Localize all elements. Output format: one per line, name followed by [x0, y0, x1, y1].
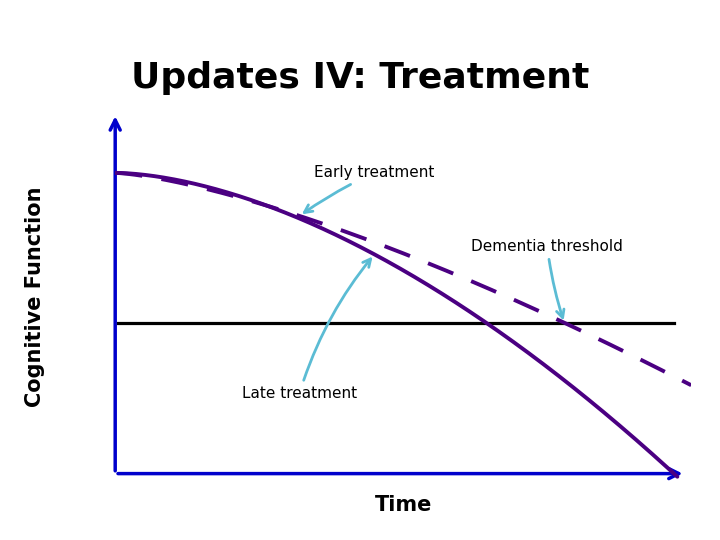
Text: Late treatment: Late treatment: [242, 259, 371, 401]
Text: Early treatment: Early treatment: [305, 165, 435, 213]
Text: Cognitive Function: Cognitive Function: [24, 187, 45, 407]
Text: Updates IV: Treatment: Updates IV: Treatment: [131, 62, 589, 95]
Text: WISCONSIN
ALZHEIMER'S DISEASE
RESEARCH CENTER: WISCONSIN ALZHEIMER'S DISEASE RESEARCH C…: [29, 24, 109, 41]
Text: Dementia threshold: Dementia threshold: [472, 239, 623, 318]
Text: Wisconsin
Alzheimer's Institute
UNIVERSITY OF WISCONSIN
SCHOOL OF MEDICINE AND P: Wisconsin Alzheimer's Institute UNIVERSI…: [518, 22, 654, 44]
Text: Time: Time: [374, 495, 432, 515]
